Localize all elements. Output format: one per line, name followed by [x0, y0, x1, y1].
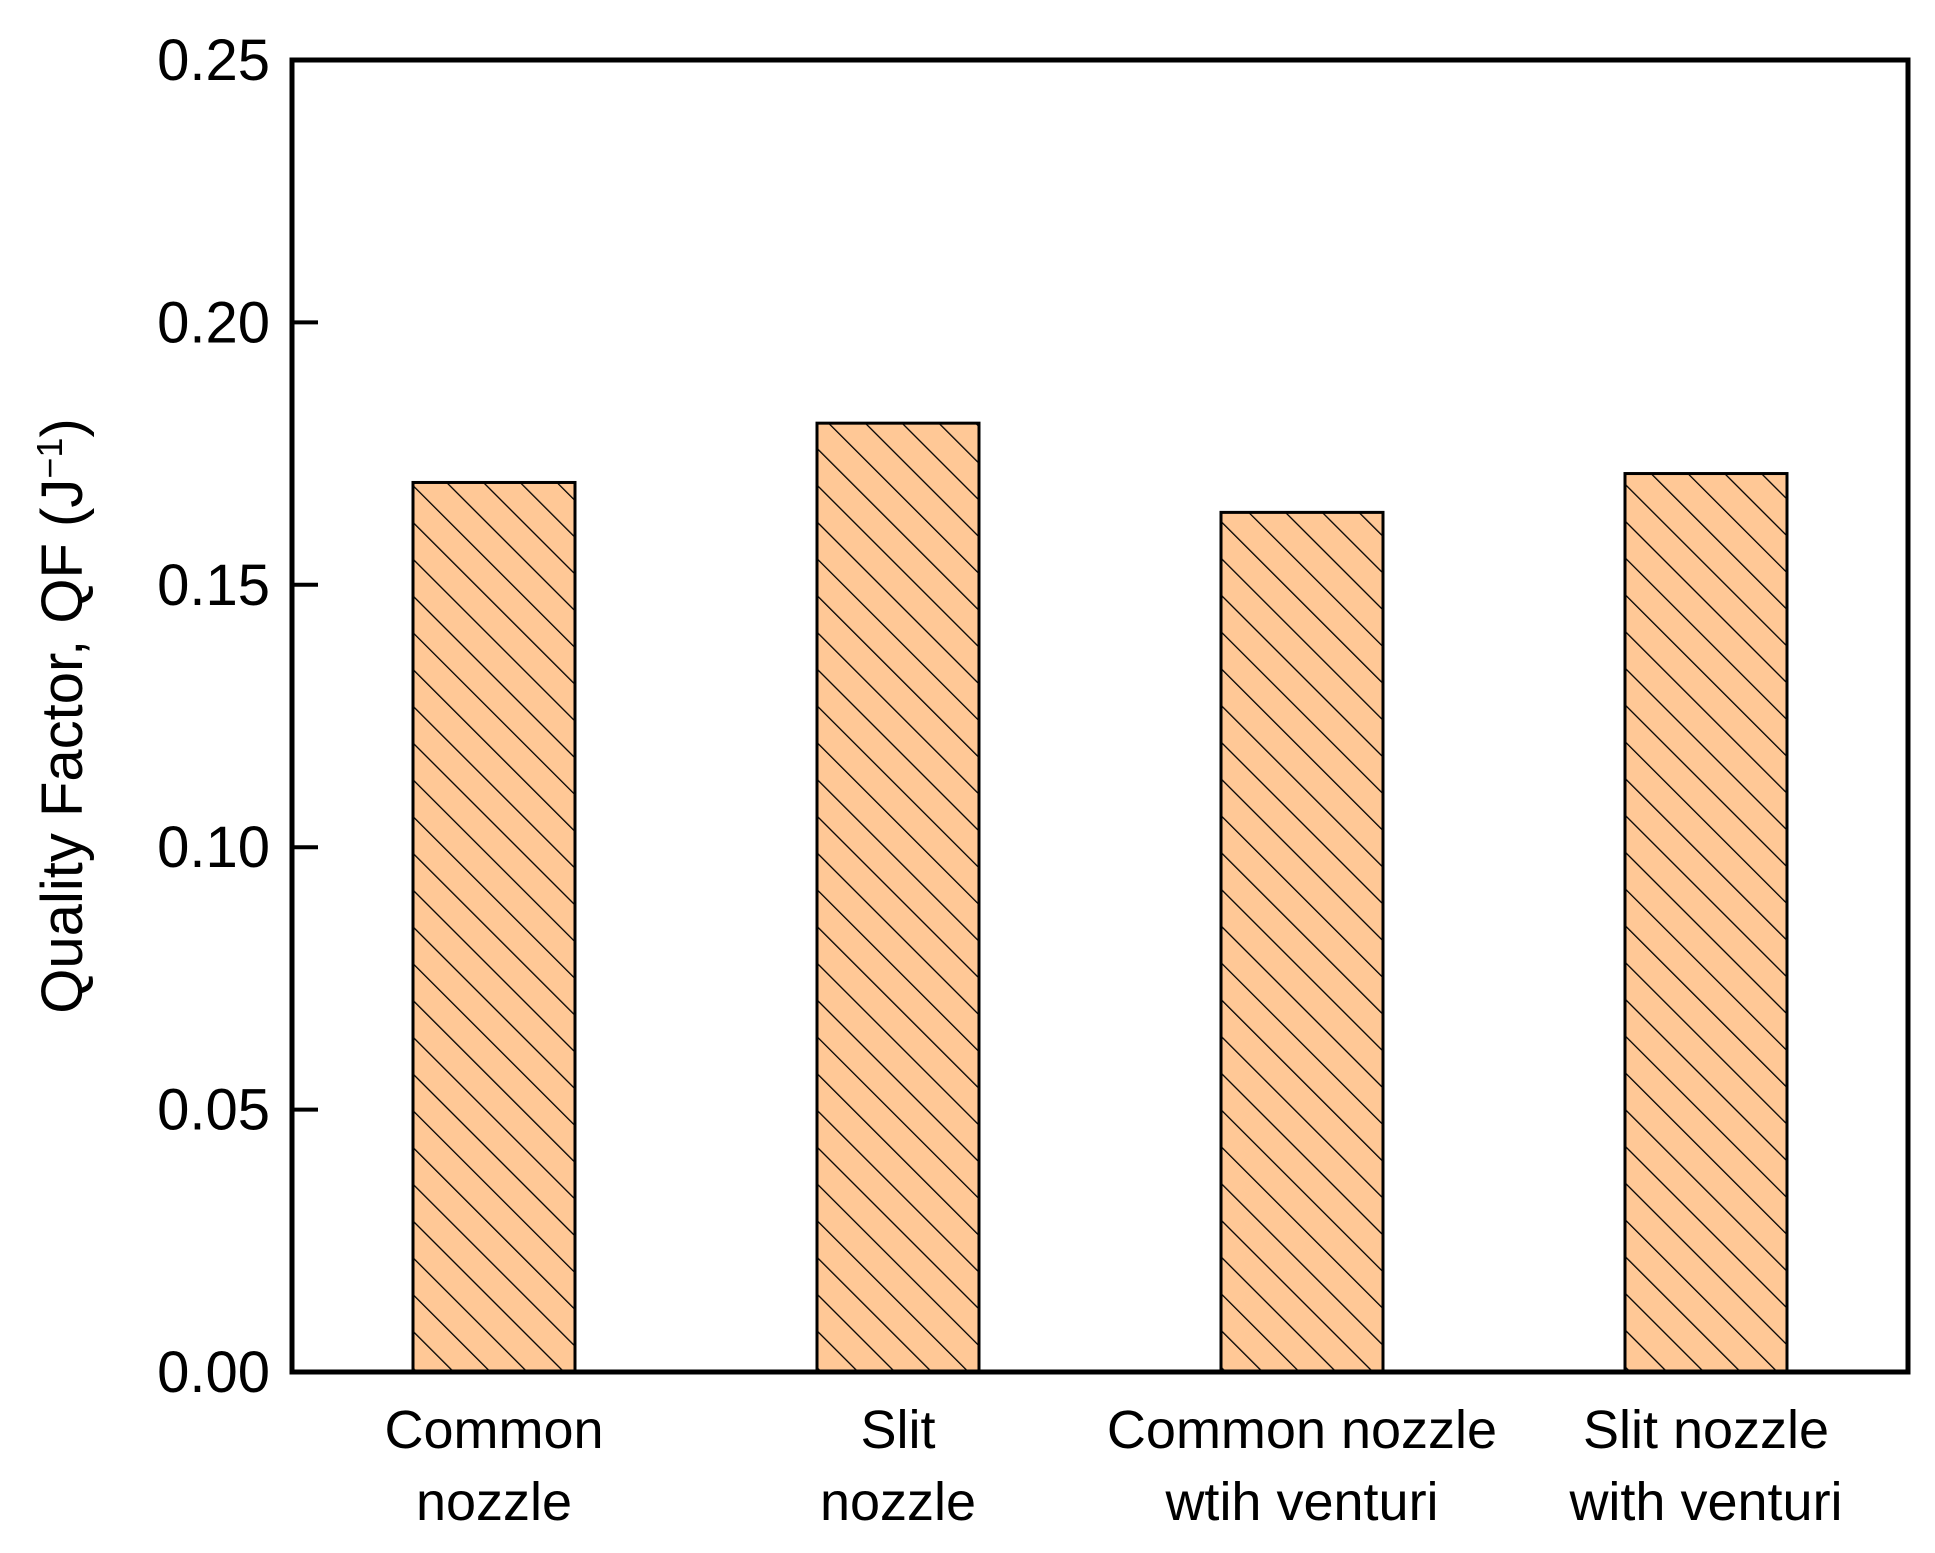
- y-tick-label: 0.05: [157, 1078, 270, 1143]
- x-category-label: nozzle: [416, 1472, 572, 1532]
- y-axis-title-main: Quality Factor, QF (J: [30, 479, 95, 1014]
- x-category-label: wtih venturi: [1164, 1472, 1438, 1532]
- plot-frame: [289, 57, 1911, 1375]
- y-tick-label: 0.00: [157, 1340, 270, 1405]
- y-axis-title: Quality Factor, QF (J−1): [29, 418, 96, 1013]
- bar: [1219, 510, 1385, 1374]
- y-tick-label: 0.20: [157, 290, 270, 355]
- bars-group: [411, 421, 1789, 1374]
- bar: [411, 480, 577, 1374]
- y-tick-label: 0.15: [157, 553, 270, 618]
- x-category-label: Slit: [860, 1400, 935, 1460]
- y-axis-title-superscript: −1: [29, 438, 70, 479]
- x-category-label: Common nozzle: [1107, 1400, 1497, 1460]
- x-category-label: nozzle: [820, 1472, 976, 1532]
- y-tick-label: 0.25: [157, 28, 270, 93]
- x-category-label: with venturi: [1568, 1472, 1842, 1532]
- bar: [815, 421, 981, 1374]
- y-axis: 0.00 0.05 0.10 0.15 0.20 0.25: [157, 28, 318, 1405]
- y-tick-label: 0.10: [157, 815, 270, 880]
- x-category-label: Common: [384, 1400, 603, 1460]
- bar: [1623, 472, 1789, 1374]
- x-category-label: Slit nozzle: [1583, 1400, 1829, 1460]
- x-axis: Common nozzle Slit nozzle Common nozzle wtih …: [384, 1400, 1842, 1532]
- y-axis-title-close: ): [30, 418, 95, 437]
